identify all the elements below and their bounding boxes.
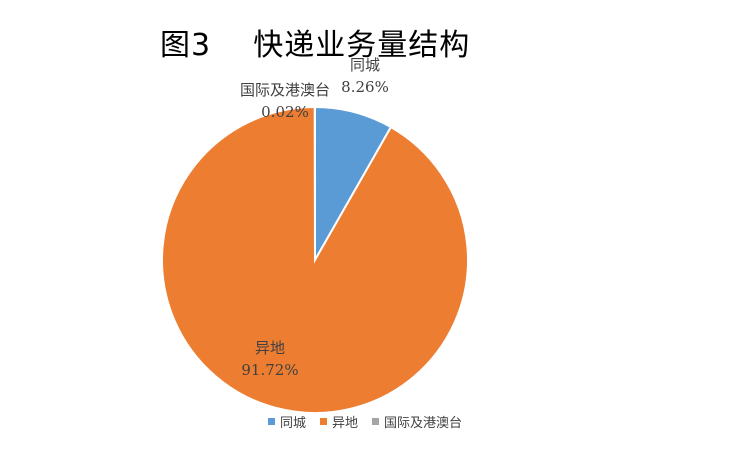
data-label-0: 同城 8.26% bbox=[341, 56, 389, 96]
data-label-category: 同城 bbox=[350, 56, 380, 74]
legend-swatch bbox=[268, 418, 275, 425]
data-label-category: 异地 bbox=[255, 339, 285, 357]
data-label-1: 异地 91.72% bbox=[241, 339, 298, 379]
legend-swatch bbox=[372, 418, 380, 425]
legend-item-1: 异地 bbox=[320, 412, 358, 431]
data-label-value: 8.26% bbox=[341, 78, 389, 96]
chart-title: 图3 快递业务量结构 bbox=[160, 28, 471, 63]
pie-slices bbox=[161, 105, 469, 414]
data-label-category: 国际及港澳台 bbox=[240, 81, 330, 99]
legend-label: 异地 bbox=[332, 416, 359, 431]
legend-item-0: 同城 bbox=[268, 412, 306, 431]
data-label-value: 91.72% bbox=[241, 361, 298, 379]
legend-item-2: 国际及港澳台 bbox=[372, 412, 462, 431]
legend-label: 同城 bbox=[280, 416, 307, 431]
legend: 同城 异地 国际及港澳台 bbox=[268, 412, 462, 431]
legend-label: 国际及港澳台 bbox=[384, 416, 463, 431]
data-label-value: 0.02% bbox=[261, 103, 309, 121]
pie-labels: 同城 8.26% 异地 91.72% 国际及港澳台 0.02% bbox=[240, 56, 389, 379]
legend-swatch bbox=[320, 418, 328, 425]
data-label-2: 国际及港澳台 0.02% bbox=[240, 81, 330, 121]
